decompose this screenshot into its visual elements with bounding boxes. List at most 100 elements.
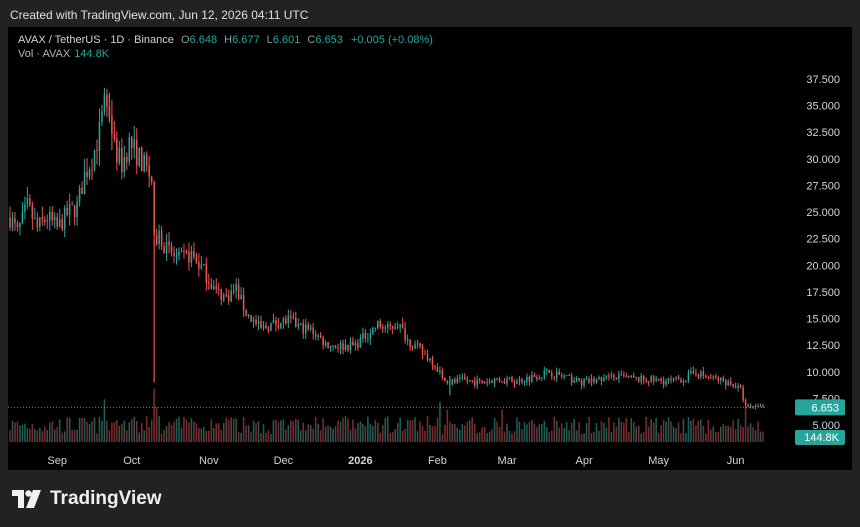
volume-bar: [332, 429, 334, 442]
volume-bar: [324, 426, 327, 442]
candle-body: [759, 405, 762, 407]
volume-bar: [39, 427, 41, 442]
candles-layer: [9, 87, 764, 410]
candle-body: [501, 381, 503, 383]
volume-bar: [650, 419, 652, 442]
volume-label[interactable]: Vol · AVAX: [18, 48, 71, 60]
y-tick-label: 25.000: [806, 207, 840, 219]
volume-bar: [737, 419, 739, 442]
volume-bar: [521, 429, 523, 442]
volume-bar: [46, 429, 49, 442]
volume-bar: [150, 419, 153, 442]
candle-body: [389, 324, 391, 326]
volume-bar: [687, 417, 690, 442]
volume-bar: [195, 423, 198, 442]
candle-body: [608, 375, 610, 377]
candle-body: [76, 201, 78, 218]
volume-bar: [168, 422, 170, 442]
symbol-label[interactable]: AVAX / TetherUS · 1D · Binance: [18, 34, 174, 46]
candle-body: [623, 374, 625, 376]
volume-bar: [19, 425, 21, 442]
candle-body: [573, 380, 575, 383]
candle-body: [379, 320, 382, 327]
last-price-badge-text: 6.653: [811, 402, 839, 414]
candle-body: [595, 379, 598, 383]
y-tick-label: 17.500: [806, 287, 840, 299]
candle-body: [670, 378, 672, 380]
candle-body: [553, 376, 556, 378]
tradingview-logo-icon: [12, 490, 41, 508]
candle-body: [34, 218, 36, 220]
volume-bar: [267, 430, 270, 442]
candle-body: [163, 246, 165, 253]
candle-body: [215, 286, 218, 289]
volume-bar: [635, 426, 638, 442]
volume-bar: [553, 416, 556, 442]
chart-frame[interactable]: 37.500 35.000 32.500 30.000 27.500 25.000 22.5…: [8, 27, 852, 470]
candle-body: [252, 319, 255, 322]
volume-bar: [685, 432, 687, 442]
candle-body: [11, 218, 14, 228]
volume-bar: [630, 418, 633, 442]
volume-bar: [302, 422, 305, 442]
candle-body: [255, 319, 257, 324]
candle-body: [250, 315, 252, 322]
candle-body: [411, 347, 414, 349]
candle-body: [521, 379, 523, 383]
volume-bar: [620, 421, 623, 442]
candle-body: [635, 376, 638, 378]
candle-body: [692, 371, 695, 374]
volume-bar: [717, 432, 720, 442]
candle-body: [732, 384, 734, 387]
candle-body: [83, 171, 86, 195]
candle-body: [36, 218, 39, 227]
candle-body: [404, 328, 406, 341]
y-tick-label: 15.000: [806, 314, 840, 326]
volume-bar: [155, 407, 158, 442]
volume-badge-bg: [795, 430, 845, 445]
candle-body: [543, 370, 546, 378]
low-value: 6.601: [272, 34, 301, 46]
volume-bar: [133, 416, 136, 442]
volume-bar: [140, 423, 143, 442]
candle-body: [143, 154, 145, 172]
candle-body: [461, 377, 464, 379]
candle-body: [528, 376, 531, 382]
volume-bar: [362, 423, 364, 442]
volume-value: 144.8K: [74, 48, 110, 60]
candle-body: [277, 324, 280, 329]
volume-bar: [613, 422, 615, 442]
volume-bar: [48, 422, 51, 442]
candle-body: [715, 376, 717, 378]
candle-body: [48, 211, 51, 221]
volume-bar: [295, 418, 297, 442]
volume-bar: [712, 426, 715, 442]
candle-body: [471, 380, 474, 382]
candle-body: [240, 294, 242, 300]
volume-bar: [290, 420, 292, 442]
candle-body: [496, 378, 498, 380]
volume-bar: [461, 423, 464, 442]
volume-bar: [222, 422, 225, 442]
volume-bar: [198, 427, 200, 442]
volume-bar: [615, 426, 618, 442]
volume-bar: [637, 425, 640, 442]
candle-body: [491, 381, 493, 384]
volume-bar: [446, 409, 449, 442]
candle-body: [374, 327, 377, 329]
candle-body: [16, 223, 19, 228]
candle-body: [603, 377, 605, 382]
candle-body: [317, 335, 319, 337]
volume-bar: [538, 424, 541, 442]
candle-body: [762, 405, 764, 408]
volume-bar: [645, 416, 647, 442]
candle-body: [170, 245, 173, 253]
candle-body: [647, 381, 650, 383]
volume-bar: [91, 421, 93, 442]
candle-body: [550, 372, 553, 377]
volume-bar: [682, 418, 685, 442]
volume-bar: [314, 417, 317, 442]
volume-bar: [58, 419, 61, 442]
price-chart[interactable]: 37.500 35.000 32.500 30.000 27.500 25.000 22.5…: [8, 27, 852, 470]
candle-body: [203, 263, 205, 265]
